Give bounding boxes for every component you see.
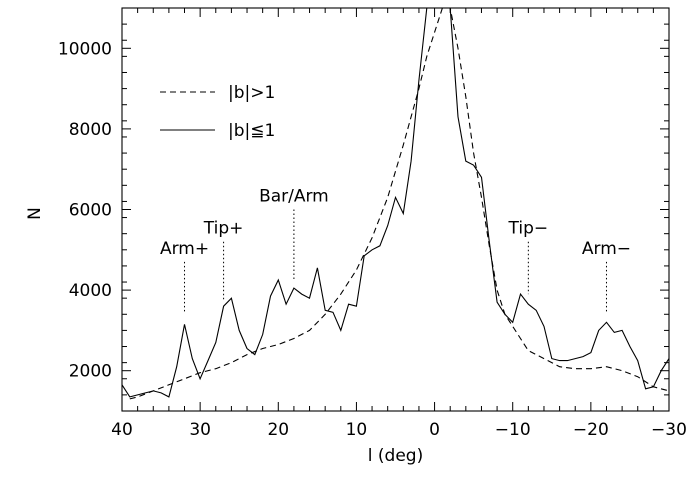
annotation-label: Tip− — [508, 219, 549, 239]
plot-frame — [121, 7, 670, 412]
y-tick-label: 6000 — [69, 201, 112, 221]
series-line-b-leq-1 — [122, 8, 669, 398]
annotation-label: Tip+ — [203, 219, 244, 239]
annotation-label: Arm+ — [160, 239, 209, 259]
x-tick-label: −10 — [495, 420, 531, 440]
x-tick-label: 10 — [346, 420, 368, 440]
series-line-b-greater-1 — [129, 8, 669, 400]
x-tick-label: 40 — [111, 420, 133, 440]
x-tick-label: 20 — [267, 420, 289, 440]
y-axis-ticks: 2000 4000 6000 8000 10000 — [58, 7, 669, 412]
y-tick-label: 10000 — [58, 39, 112, 59]
legend-label: |b|>1 — [228, 83, 275, 103]
legend: |b|>1 |b|≦1 — [160, 83, 275, 141]
annotation-label: Bar/Arm — [259, 187, 329, 207]
annotation-label: Arm− — [582, 239, 631, 259]
x-tick-label: 30 — [189, 420, 211, 440]
series-layer — [122, 8, 669, 400]
y-tick-label: 2000 — [69, 362, 112, 382]
y-tick-label: 8000 — [69, 120, 112, 140]
x-axis-label: l (deg) — [368, 446, 423, 466]
y-axis-label: N — [25, 207, 45, 220]
x-tick-label: 0 — [429, 420, 440, 440]
x-tick-label: −20 — [573, 420, 609, 440]
x-axis-ticks: 40 30 20 10 0 −10 −20 −30 — [111, 8, 687, 440]
legend-label: |b|≦1 — [228, 121, 275, 141]
y-tick-label: 4000 — [69, 281, 112, 301]
x-tick-label: −30 — [651, 420, 687, 440]
annotations-layer: Arm+Tip+ Bar/Arm Tip− Arm− — [160, 187, 631, 313]
